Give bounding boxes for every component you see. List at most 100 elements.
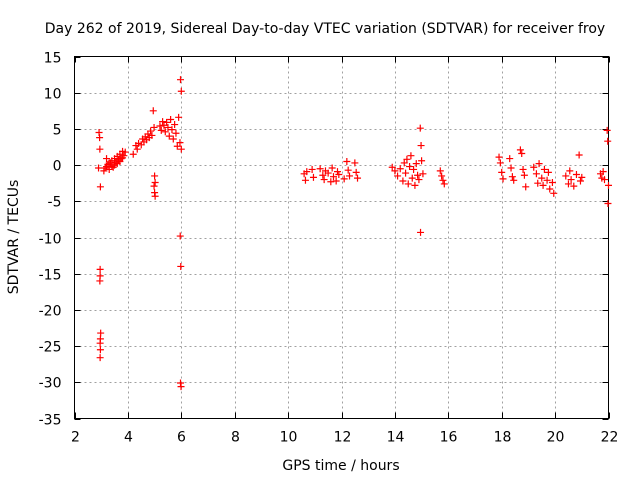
data-point [495, 153, 503, 161]
data-point [151, 178, 159, 186]
data-point [403, 155, 411, 163]
data-point [544, 168, 552, 176]
data-points [95, 76, 612, 391]
data-point [319, 171, 327, 179]
data-point [564, 180, 572, 188]
data-point [150, 182, 158, 190]
data-point [309, 173, 317, 181]
data-point [340, 175, 348, 183]
data-point [163, 118, 171, 126]
data-point [103, 155, 111, 163]
x-tick-labels: 2 4 6 8 10 12 14 16 18 20 22 [71, 430, 618, 446]
data-point [105, 159, 113, 167]
data-point [532, 170, 540, 178]
data-point [351, 159, 359, 167]
data-point [328, 164, 336, 172]
data-point [176, 232, 184, 240]
data-point [407, 152, 415, 160]
x-tick-label: 10 [280, 430, 298, 446]
data-point [308, 165, 316, 173]
data-point [177, 383, 185, 391]
data-point [116, 157, 124, 165]
data-point [604, 137, 612, 145]
data-point [147, 127, 155, 135]
data-point [418, 157, 426, 165]
data-point [324, 169, 332, 177]
data-point [498, 168, 506, 176]
data-point [157, 126, 165, 134]
data-point [550, 189, 558, 197]
data-point [499, 175, 507, 183]
data-point [506, 155, 514, 163]
data-point [417, 142, 425, 150]
data-point [520, 171, 528, 179]
data-point [562, 172, 570, 180]
chart-title: Day 262 of 2019, Sidereal Day-to-day VTE… [45, 21, 605, 37]
data-point [394, 172, 402, 180]
x-tick-label: 20 [547, 430, 565, 446]
data-point [169, 135, 177, 143]
data-point [406, 163, 414, 171]
plot-frame [74, 56, 609, 419]
data-point [530, 163, 538, 171]
data-point [327, 178, 335, 186]
data-point [149, 107, 157, 115]
y-tick-label: 10 [44, 87, 62, 103]
data-point [344, 166, 352, 174]
y-tick-label: -5 [48, 195, 62, 211]
data-point [161, 128, 169, 136]
data-point [391, 167, 399, 175]
data-point [600, 176, 608, 184]
data-point [496, 159, 504, 167]
data-point [438, 172, 446, 180]
y-tick-label: 15 [44, 51, 62, 67]
y-tick-label: 5 [53, 123, 62, 139]
data-point [605, 181, 612, 189]
data-point [354, 174, 362, 182]
y-tick-label: -35 [39, 413, 62, 429]
data-point [172, 129, 180, 137]
data-point [402, 169, 410, 177]
grid-layer [74, 56, 609, 419]
data-point [535, 160, 543, 168]
data-point [436, 167, 444, 175]
data-point [177, 87, 185, 95]
data-point [156, 122, 164, 130]
x-tick-label: 8 [231, 430, 240, 446]
data-point [400, 159, 408, 167]
data-point [164, 123, 172, 131]
data-point [133, 145, 141, 153]
data-point [343, 157, 351, 165]
data-point [352, 168, 360, 176]
data-point [96, 346, 104, 354]
x-tick-label: 18 [494, 430, 512, 446]
data-point [576, 177, 584, 185]
data-point [396, 165, 404, 173]
data-point [518, 150, 526, 158]
data-point [320, 176, 328, 184]
data-point [510, 176, 518, 184]
data-point [176, 76, 184, 84]
y-axis-label: SDTVAR / TECUs [6, 180, 22, 295]
data-point [148, 131, 156, 139]
data-point [534, 179, 542, 187]
data-point [335, 171, 343, 179]
x-tick-label: 4 [124, 430, 133, 446]
data-point [121, 148, 129, 156]
x-tick-label: 6 [177, 430, 186, 446]
data-point [567, 176, 575, 184]
data-point [578, 173, 586, 181]
data-point [410, 165, 418, 173]
data-point [96, 134, 104, 142]
data-point [519, 165, 527, 173]
data-point [96, 354, 104, 362]
data-point [538, 174, 546, 182]
data-point [175, 113, 183, 121]
y-tick-label: -20 [39, 304, 62, 320]
data-point [171, 121, 179, 129]
data-point [566, 167, 574, 175]
data-point [388, 163, 396, 171]
data-point [417, 228, 425, 236]
data-point [415, 176, 423, 184]
